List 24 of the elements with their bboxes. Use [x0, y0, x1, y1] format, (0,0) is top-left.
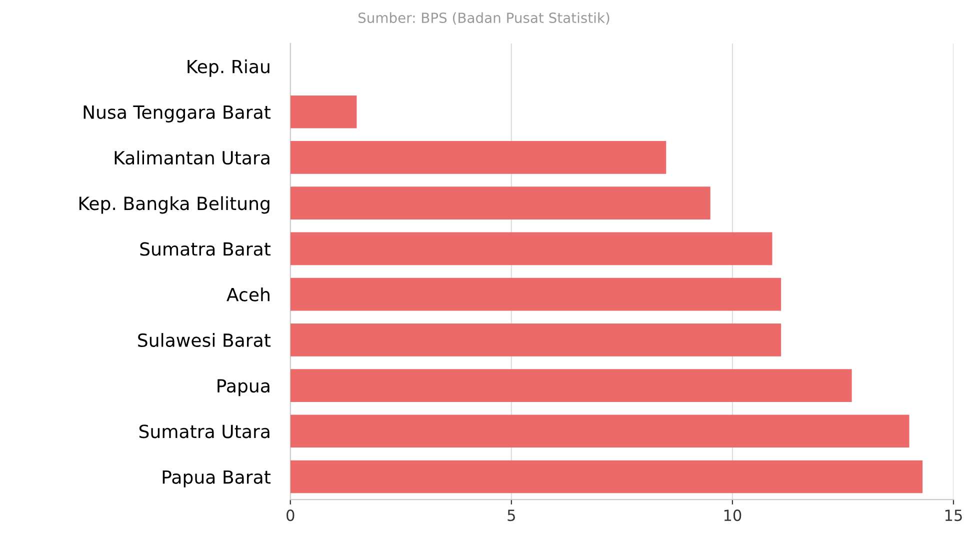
bar [290, 141, 666, 174]
bar [290, 414, 910, 448]
y-tick-label: Papua Barat [162, 470, 271, 488]
bar [290, 186, 710, 220]
bar [290, 460, 923, 494]
x-tick-label: 15 [945, 510, 962, 522]
y-tick-label: Kep. Bangka Belitung [79, 196, 270, 214]
y-tick-label: Kep. Riau [188, 59, 270, 77]
y-tick-label: Papua [218, 379, 270, 396]
bar [290, 324, 782, 356]
y-tick-label: Kalimantan Utara [114, 150, 270, 165]
x-tick-label: 0 [286, 510, 294, 522]
x-tick-label: 5 [508, 510, 515, 522]
y-tick-label: Sulawesi Barat [138, 333, 271, 348]
y-tick-label: Sumatra Utara [139, 424, 270, 438]
x-tick-label: 10 [724, 510, 742, 522]
bar [290, 95, 357, 128]
bar [290, 278, 782, 311]
y-tick-label: Aceh [226, 287, 270, 302]
bar [290, 232, 772, 266]
text: Sumber: BPS (Badan Pusat Statistik) [358, 12, 610, 25]
bar [290, 369, 852, 402]
y-tick-label: Sumatra Barat [140, 242, 271, 256]
y-tick-label: Nusa Tenggara Barat [84, 106, 271, 122]
